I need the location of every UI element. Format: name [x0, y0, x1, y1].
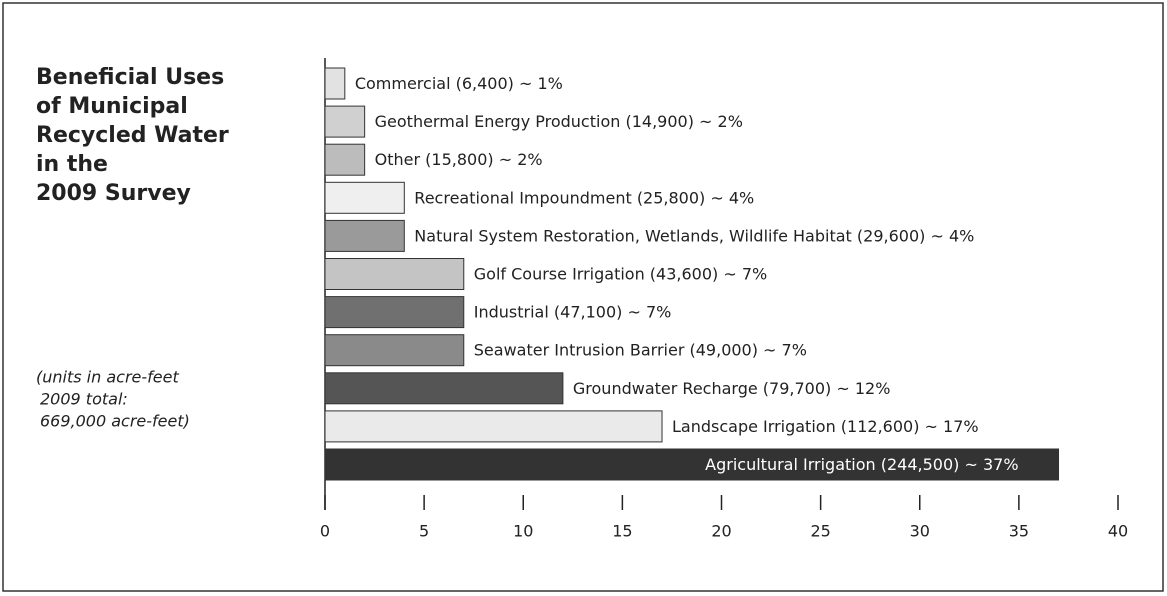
bar	[324, 448, 1060, 481]
x-tick-label: 5	[419, 522, 429, 541]
bar-label: Natural System Restoration, Wetlands, Wi…	[414, 226, 974, 245]
chart-title: of Municipal	[36, 94, 188, 119]
x-tick-label: 0	[320, 522, 330, 541]
chart-title: Beneficial Uses	[36, 65, 224, 90]
chart-title: in the	[36, 152, 108, 177]
x-tick-label: 30	[910, 522, 930, 541]
chart-title: 2009 Survey	[36, 181, 191, 206]
bar	[324, 219, 405, 252]
bar-label: Other (15,800) ~ 2%	[375, 150, 543, 169]
bar-label: Groundwater Recharge (79,700) ~ 12%	[573, 379, 891, 398]
annotation: (units in acre-feet	[36, 368, 179, 387]
bar-label: Landscape Irrigation (112,600) ~ 17%	[672, 417, 979, 436]
bar-label: Seawater Intrusion Barrier (49,000) ~ 7%	[474, 341, 807, 360]
bar-label: Agricultural Irrigation (244,500) ~ 37%	[705, 455, 1018, 474]
bar	[324, 334, 465, 367]
bar-label: Recreational Impoundment (25,800) ~ 4%	[414, 188, 754, 207]
bar	[324, 372, 564, 405]
bar	[324, 410, 663, 443]
chart-title: Recycled Water	[36, 123, 229, 148]
annotation: 669,000 acre-feet)	[40, 412, 190, 431]
bar	[324, 67, 346, 100]
x-tick-label: 40	[1108, 522, 1128, 541]
x-tick-label: 15	[612, 522, 632, 541]
bar	[324, 258, 465, 290]
x-tick-label: 25	[810, 522, 830, 541]
x-tick-label: 20	[711, 522, 731, 541]
x-tick-label: 35	[1009, 522, 1029, 541]
bar-label: Golf Course Irrigation (43,600) ~ 7%	[474, 265, 767, 284]
x-tick-label: 10	[513, 522, 533, 541]
bar-label: Commercial (6,400) ~ 1%	[355, 74, 563, 93]
annotation: 2009 total:	[40, 390, 128, 409]
bar	[324, 105, 366, 138]
bar	[324, 296, 465, 329]
bar	[324, 143, 366, 176]
bar-label: Industrial (47,100) ~ 7%	[474, 303, 672, 322]
bar	[324, 181, 405, 214]
bar-label: Geothermal Energy Production (14,900) ~ …	[375, 112, 743, 131]
